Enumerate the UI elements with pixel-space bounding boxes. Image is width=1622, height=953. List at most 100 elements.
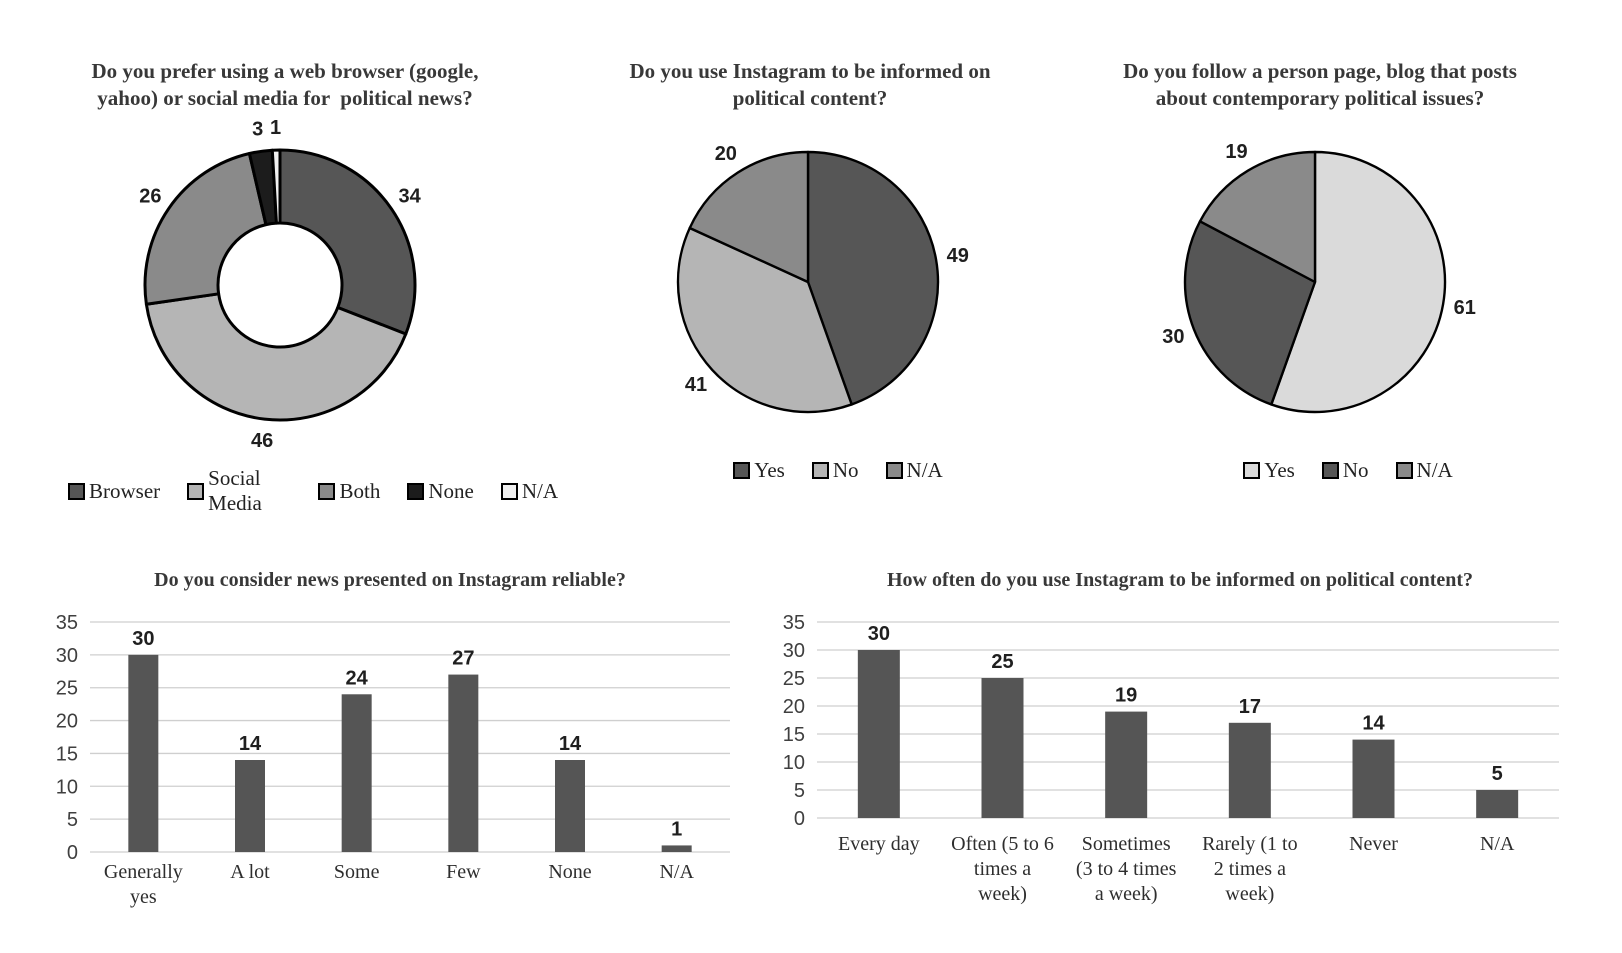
pie-value-label: 34 [398,185,421,207]
bar-generally-yes [128,654,159,852]
y-axis-tick: 10 [56,776,78,798]
legend-item-none: None [407,466,474,516]
x-axis-label-generally-yes: Generally yes [103,861,183,908]
legend-swatch [68,482,85,500]
legend-label: Yes [754,458,785,482]
legend-swatch [811,462,829,479]
pie-slice-n-a [688,150,810,284]
legend-swatch [1243,462,1261,479]
x-axis-label-sometimes-3-to-4-times-a-week: Sometimes (3 to 4 times a week) [1075,833,1177,905]
legend-swatch [407,482,425,500]
bar-a-lot [235,760,265,852]
legend-item-social-media: Social Media [187,466,291,516]
x-axis-labels: Generally yes A lot Some Few None N/A [90,860,730,910]
bar-value-label: 25 [991,651,1013,673]
bar-none [555,760,585,852]
pie-value-label: 20 [715,143,737,165]
pie-slice-both [143,152,268,306]
bar-value-label: 30 [868,623,890,645]
legend-swatch [1395,462,1413,479]
pie-slice-browser [278,148,417,336]
bar-value-label: 14 [559,733,582,755]
pie-slice-no [1183,220,1317,406]
pie-value-label: 30 [1162,326,1184,348]
y-axis-tick: 35 [783,612,805,634]
y-axis-tick: 30 [56,645,78,667]
x-axis-labels: Every day Often (5 to 6 times a week) Some… [817,832,1559,907]
legend-label: Both [339,478,381,503]
x-axis-label-rarely-1-to-2-times-a-week: Rarely (1 to 2 times a week) [1202,833,1298,905]
bar-plot: 0 5 10 15 20 25 30 35 30 14 24 27 14 1 [56,612,730,864]
bar-often-5-to-6-times-a-week [981,678,1024,818]
legend: Yes No N/A [1098,458,1598,483]
y-axis-tick: 5 [67,809,78,831]
pie-value-label: 41 [685,374,707,396]
x-axis-label-never: Never [1349,833,1398,855]
x-axis-label-n-a: N/A [659,861,694,883]
legend-label: Yes [1264,458,1295,482]
pie-value-label: 19 [1225,141,1247,163]
pie-slice-social-media [144,292,408,422]
bar-value-label: 5 [1492,763,1503,785]
pie-chart-instagram-political-content: Do you use Instagram to be informed on p… [570,36,1050,483]
x-axis-label-none: None [548,861,592,883]
bar-rarely-1-to-2-times-a-week [1228,722,1271,818]
legend-item-yes: Yes [733,458,785,483]
legend-label: No [1342,458,1369,482]
pie-slice-n-a [1198,150,1317,284]
pie-slice-yes [1270,150,1447,414]
legend-swatch [187,482,205,500]
bar-some [341,694,372,852]
legend: Yes No N/A [598,458,1078,483]
x-axis-label-often-5-to-6-times-a-week: Often (5 to 6 times a week) [951,833,1054,905]
bar-every-day [857,650,900,818]
bar-plot: 0 5 10 15 20 25 30 35 30 25 19 17 14 5 [783,612,1559,830]
pie-value-label: 49 [947,245,969,267]
legend-label: No [832,458,859,482]
bar-value-label: 1 [671,818,682,840]
legend-swatch [885,462,903,479]
pie-value-label: 61 [1454,297,1476,319]
pie-slice-yes [806,150,940,406]
pie-plot: 49 41 20 [676,143,969,414]
legend-item-yes: Yes [1243,458,1295,483]
y-axis-tick: 25 [783,668,805,690]
y-axis-tick: 15 [56,743,78,765]
bar-sometimes-3-to-4-times-a-week [1105,711,1148,818]
chart-title: How often do you use Instagram to be inf… [886,569,1474,591]
bar-value-label: 17 [1239,696,1261,718]
legend-label: None [428,478,474,503]
y-axis-tick: 10 [783,752,805,774]
x-axis-label-n-a: N/A [1479,833,1515,855]
chart-title: Do you consider news presented on Instag… [154,569,626,591]
x-axis-label-every-day: Every day [838,833,920,855]
x-axis-label-some: Some [333,861,380,883]
y-axis-tick: 15 [783,724,805,746]
bar-value-label: 24 [346,667,369,689]
legend-item-no: No [1321,458,1369,483]
y-axis-tick: 35 [56,612,78,634]
bar-n-a [661,845,692,852]
chart-title: Do you prefer using a web browser (googl… [91,59,479,110]
legend-swatch [500,482,518,500]
y-axis-tick: 0 [794,808,805,830]
pie-slice-n-a [270,148,282,225]
bar-n-a [1476,790,1519,818]
legend-item-browser: Browser [68,466,160,516]
legend-item-both: Both [318,466,380,516]
y-axis-tick: 20 [783,696,805,718]
bar-value-label: 19 [1115,685,1137,707]
x-axis-label-few: Few [446,861,481,883]
y-axis-tick: 20 [56,711,78,733]
legend-item-no: No [811,458,859,483]
pie-chart-follow-person-page: Do you follow a person page, blog that p… [1070,36,1570,483]
donut-plot: 34 46 26 3 1 [139,117,421,452]
bar-value-label: 27 [452,648,474,670]
legend-swatch [318,482,336,500]
pie-value-label: 1 [270,117,281,139]
legend-label: N/A [1416,458,1453,482]
y-axis-tick: 0 [67,842,78,864]
y-axis-tick: 30 [783,640,805,662]
donut-chart-browser-vs-social-media: Do you prefer using a web browser (googl… [40,36,558,516]
